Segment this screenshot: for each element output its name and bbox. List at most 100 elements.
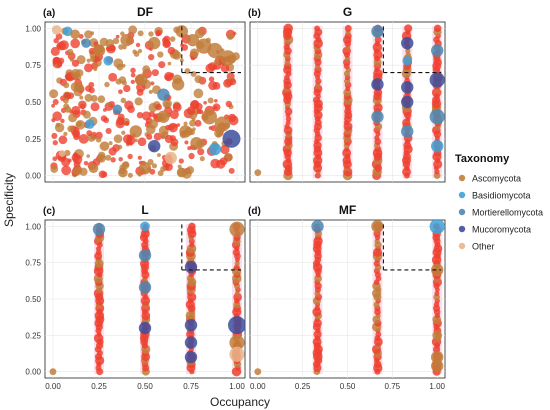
- legend-label: Mucoromycota: [472, 225, 531, 235]
- data-point: [371, 220, 384, 233]
- otu-point: [404, 24, 413, 33]
- y-tick-label: 0.75: [25, 61, 41, 70]
- data-point: [431, 263, 444, 277]
- data-point: [229, 346, 245, 362]
- otu-point: [130, 72, 136, 78]
- y-tick-label: 0.75: [25, 259, 41, 268]
- otu-point: [78, 100, 87, 109]
- data-point: [371, 110, 384, 123]
- data-point: [103, 55, 113, 66]
- otu-point: [61, 165, 72, 176]
- y-tick-label: 0.50: [25, 98, 41, 107]
- data-point: [402, 55, 413, 66]
- otu-point: [176, 123, 181, 127]
- otu-point: [118, 89, 123, 95]
- otu-point: [173, 123, 178, 128]
- otu-point: [150, 81, 155, 86]
- data-point: [184, 318, 198, 332]
- data-point: [138, 249, 152, 262]
- legend-key: [458, 225, 466, 233]
- otu-point: [196, 109, 202, 115]
- x-tick-label: 0.25: [295, 382, 311, 391]
- otu-point: [113, 134, 123, 143]
- data-point: [431, 350, 444, 364]
- otu-point: [148, 89, 153, 94]
- otu-point: [228, 115, 239, 126]
- otu-point: [97, 95, 106, 103]
- otu-point: [169, 36, 176, 42]
- otu-point: [51, 103, 56, 108]
- otu-point: [342, 148, 352, 158]
- otu-point: [314, 305, 321, 312]
- otu-point: [100, 115, 108, 122]
- otu-point: [52, 99, 59, 105]
- data-point: [92, 223, 106, 236]
- otu-point: [134, 97, 143, 106]
- data-point: [92, 44, 106, 57]
- data-point: [129, 125, 142, 138]
- otu-point: [117, 144, 123, 150]
- otu-point: [184, 140, 189, 145]
- legend-key: [458, 174, 466, 182]
- otu-point: [164, 101, 171, 108]
- data-point: [401, 95, 414, 109]
- otu-point: [52, 140, 58, 146]
- y-tick-label: 0.00: [25, 368, 41, 377]
- otu-point: [434, 290, 440, 296]
- data-point: [171, 78, 185, 91]
- otu-point: [135, 42, 141, 48]
- otu-point: [49, 89, 59, 99]
- data-point: [431, 44, 444, 57]
- data-point: [431, 139, 444, 153]
- otu-point: [186, 106, 196, 115]
- x-tick-label: 0.75: [183, 382, 199, 391]
- x-tick-label: 0.50: [340, 382, 356, 391]
- data-point: [51, 25, 62, 35]
- data-point: [254, 169, 262, 177]
- otu-point: [64, 92, 71, 99]
- otu-point: [169, 110, 179, 120]
- data-point: [148, 36, 161, 50]
- otu-point: [205, 63, 215, 73]
- otu-point: [104, 81, 110, 88]
- data-point: [85, 119, 95, 129]
- legend-title: Taxonomy: [455, 153, 510, 165]
- otu-point: [314, 172, 321, 179]
- data-point: [228, 316, 245, 335]
- y-tick-label: 1.00: [25, 222, 41, 231]
- otu-point: [372, 42, 383, 52]
- otu-point: [178, 158, 184, 164]
- otu-point: [98, 170, 107, 179]
- otu-point: [433, 24, 442, 33]
- otu-point: [194, 119, 202, 127]
- otu-point: [208, 126, 213, 130]
- otu-point: [90, 94, 98, 102]
- otu-point: [63, 97, 69, 104]
- points: [49, 25, 241, 179]
- panel-title: MF: [339, 203, 356, 217]
- otu-point: [130, 67, 136, 74]
- otu-point: [82, 110, 91, 119]
- otu-point: [168, 124, 175, 131]
- otu-point: [191, 117, 196, 122]
- y-tick-label: 0.50: [25, 295, 41, 304]
- otu-point: [120, 97, 127, 104]
- otu-point: [148, 31, 154, 37]
- otu-point: [72, 154, 83, 165]
- otu-point: [50, 165, 59, 173]
- otu-point: [220, 63, 230, 73]
- otu-point: [148, 102, 158, 113]
- otu-point: [127, 172, 133, 178]
- otu-point: [88, 81, 95, 88]
- data-point: [401, 36, 414, 50]
- otu-point: [70, 68, 81, 79]
- otu-point: [79, 95, 84, 100]
- otu-point: [86, 154, 90, 158]
- otu-point: [56, 41, 66, 51]
- data-point: [401, 81, 414, 94]
- data-point: [429, 109, 445, 125]
- otu-point: [189, 48, 199, 58]
- data-point: [222, 129, 241, 148]
- panel-tag: (d): [248, 206, 261, 217]
- data-point: [220, 50, 236, 66]
